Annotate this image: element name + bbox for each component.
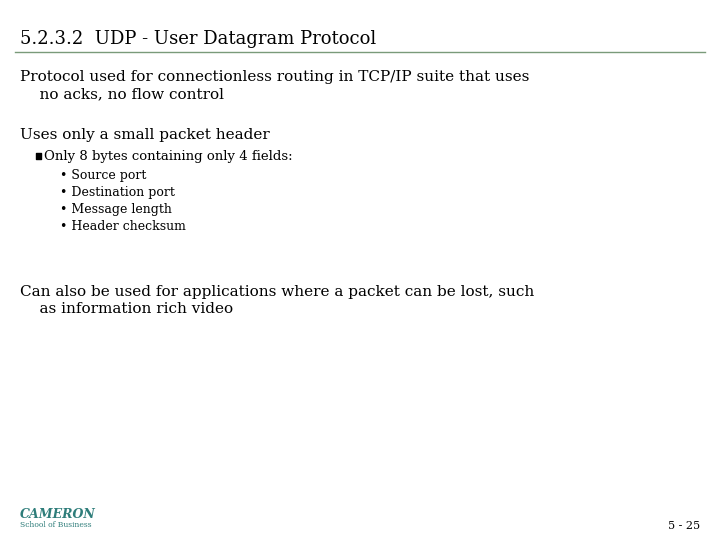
Text: School of Business: School of Business [20, 521, 91, 529]
Text: Protocol used for connectionless routing in TCP/IP suite that uses: Protocol used for connectionless routing… [20, 70, 529, 84]
Text: no acks, no flow control: no acks, no flow control [20, 87, 224, 101]
Text: Can also be used for applications where a packet can be lost, such: Can also be used for applications where … [20, 285, 534, 299]
Text: CAMERON: CAMERON [20, 508, 96, 521]
Text: 5.2.3.2  UDP - User Datagram Protocol: 5.2.3.2 UDP - User Datagram Protocol [20, 30, 377, 48]
Text: 5 - 25: 5 - 25 [668, 521, 700, 531]
Text: as information rich video: as information rich video [20, 302, 233, 316]
Text: • Destination port: • Destination port [60, 186, 175, 199]
Text: Uses only a small packet header: Uses only a small packet header [20, 128, 270, 142]
Text: • Message length: • Message length [60, 203, 172, 216]
Text: • Header checksum: • Header checksum [60, 220, 186, 233]
Text: • Source port: • Source port [60, 169, 146, 182]
Text: Only 8 bytes containing only 4 fields:: Only 8 bytes containing only 4 fields: [44, 150, 292, 163]
